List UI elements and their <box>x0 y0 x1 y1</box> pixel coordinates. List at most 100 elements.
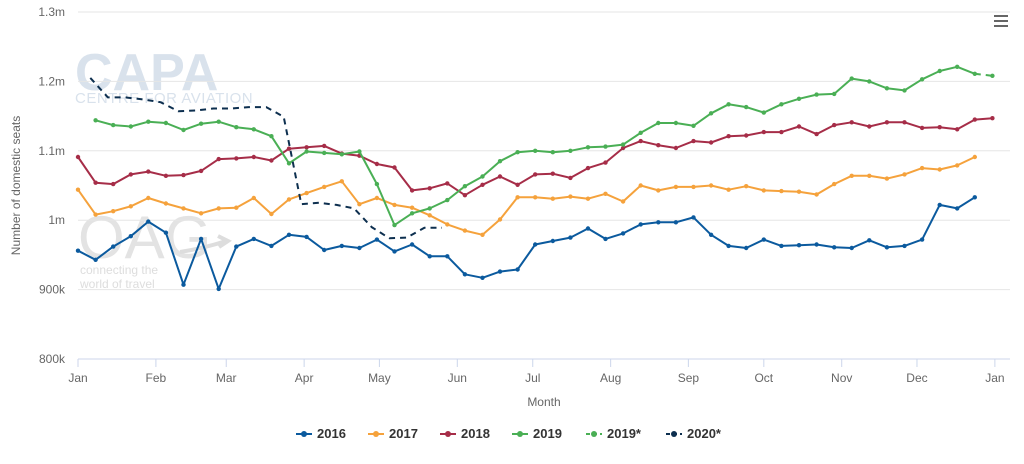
data-point[interactable] <box>515 267 520 272</box>
data-point[interactable] <box>603 160 608 165</box>
data-point[interactable] <box>269 134 274 139</box>
data-point[interactable] <box>620 142 626 147</box>
data-point[interactable] <box>304 234 309 240</box>
data-point[interactable] <box>533 242 538 247</box>
data-point[interactable] <box>357 202 362 207</box>
data-point[interactable] <box>691 184 696 190</box>
data-point[interactable] <box>374 237 380 242</box>
data-point[interactable] <box>691 123 696 128</box>
data-point[interactable] <box>814 92 819 97</box>
data-point[interactable] <box>181 206 186 211</box>
data-point[interactable] <box>884 245 890 250</box>
data-point[interactable] <box>234 125 239 130</box>
data-point[interactable] <box>304 149 309 154</box>
data-point[interactable] <box>146 119 151 124</box>
data-point[interactable] <box>603 144 608 149</box>
data-point[interactable] <box>955 127 960 132</box>
data-point[interactable] <box>146 195 151 201</box>
data-point[interactable] <box>216 156 221 162</box>
data-point[interactable] <box>374 195 380 201</box>
data-point[interactable] <box>392 222 397 228</box>
data-point[interactable] <box>445 254 450 259</box>
data-point[interactable] <box>638 222 643 227</box>
data-point[interactable] <box>585 145 591 150</box>
data-point[interactable] <box>497 174 503 179</box>
data-point[interactable] <box>779 129 784 135</box>
data-point[interactable] <box>972 117 977 122</box>
data-point[interactable] <box>796 243 802 248</box>
data-point[interactable] <box>937 167 942 172</box>
data-point[interactable] <box>620 145 626 151</box>
data-point[interactable] <box>322 150 327 156</box>
data-point[interactable] <box>902 120 907 125</box>
data-point[interactable] <box>919 237 925 242</box>
data-point[interactable] <box>708 111 714 116</box>
data-point[interactable] <box>409 188 415 193</box>
data-point[interactable] <box>198 121 204 126</box>
data-point[interactable] <box>867 124 872 129</box>
legend-item-2016[interactable]: 2016 <box>296 426 346 441</box>
data-point[interactable] <box>726 102 731 107</box>
data-point[interactable] <box>339 179 344 184</box>
data-point[interactable] <box>761 188 766 193</box>
data-point[interactable] <box>568 194 573 199</box>
data-point[interactable] <box>93 118 98 123</box>
data-point[interactable] <box>480 275 485 280</box>
data-point[interactable] <box>392 165 397 170</box>
data-point[interactable] <box>779 243 784 249</box>
data-point[interactable] <box>568 175 573 181</box>
data-point[interactable] <box>902 88 907 93</box>
data-point[interactable] <box>251 236 256 242</box>
data-point[interactable] <box>515 150 520 155</box>
data-point[interactable] <box>814 131 819 137</box>
data-point[interactable] <box>990 73 995 79</box>
data-point[interactable] <box>585 226 591 231</box>
data-point[interactable] <box>656 120 661 126</box>
data-point[interactable] <box>744 245 749 251</box>
data-point[interactable] <box>708 140 714 145</box>
data-point[interactable] <box>638 183 643 188</box>
data-point[interactable] <box>392 202 397 208</box>
data-point[interactable] <box>409 242 415 247</box>
data-point[interactable] <box>972 154 977 160</box>
data-point[interactable] <box>744 104 749 110</box>
data-point[interactable] <box>884 176 890 181</box>
data-point[interactable] <box>603 191 608 196</box>
data-point[interactable] <box>462 193 468 198</box>
data-point[interactable] <box>673 184 679 190</box>
data-point[interactable] <box>286 232 292 237</box>
legend-item-2018[interactable]: 2018 <box>440 426 490 441</box>
data-point[interactable] <box>919 165 925 171</box>
data-point[interactable] <box>902 172 907 177</box>
data-point[interactable] <box>550 171 555 176</box>
data-point[interactable] <box>163 120 169 126</box>
data-point[interactable] <box>796 124 802 129</box>
data-point[interactable] <box>445 222 450 227</box>
data-point[interactable] <box>111 209 116 214</box>
data-point[interactable] <box>533 172 538 177</box>
data-point[interactable] <box>198 236 204 242</box>
data-point[interactable] <box>93 212 98 217</box>
data-point[interactable] <box>409 205 415 210</box>
data-point[interactable] <box>462 272 468 277</box>
data-point[interactable] <box>955 64 960 70</box>
legend-item-2019-projected[interactable]: 2019* <box>586 426 642 441</box>
data-point[interactable] <box>163 230 169 235</box>
data-point[interactable] <box>533 195 538 200</box>
data-point[interactable] <box>269 158 274 163</box>
data-point[interactable] <box>533 148 538 153</box>
data-point[interactable] <box>867 79 872 84</box>
data-point[interactable] <box>216 119 221 124</box>
data-point[interactable] <box>304 145 309 150</box>
data-point[interactable] <box>919 125 925 131</box>
data-point[interactable] <box>339 243 344 249</box>
data-point[interactable] <box>409 211 415 216</box>
data-point[interactable] <box>427 213 432 218</box>
data-point[interactable] <box>638 130 643 135</box>
data-point[interactable] <box>691 215 696 220</box>
data-point[interactable] <box>814 242 819 247</box>
data-point[interactable] <box>269 211 274 217</box>
data-point[interactable] <box>286 161 292 166</box>
data-point[interactable] <box>480 174 485 179</box>
data-point[interactable] <box>93 180 98 185</box>
